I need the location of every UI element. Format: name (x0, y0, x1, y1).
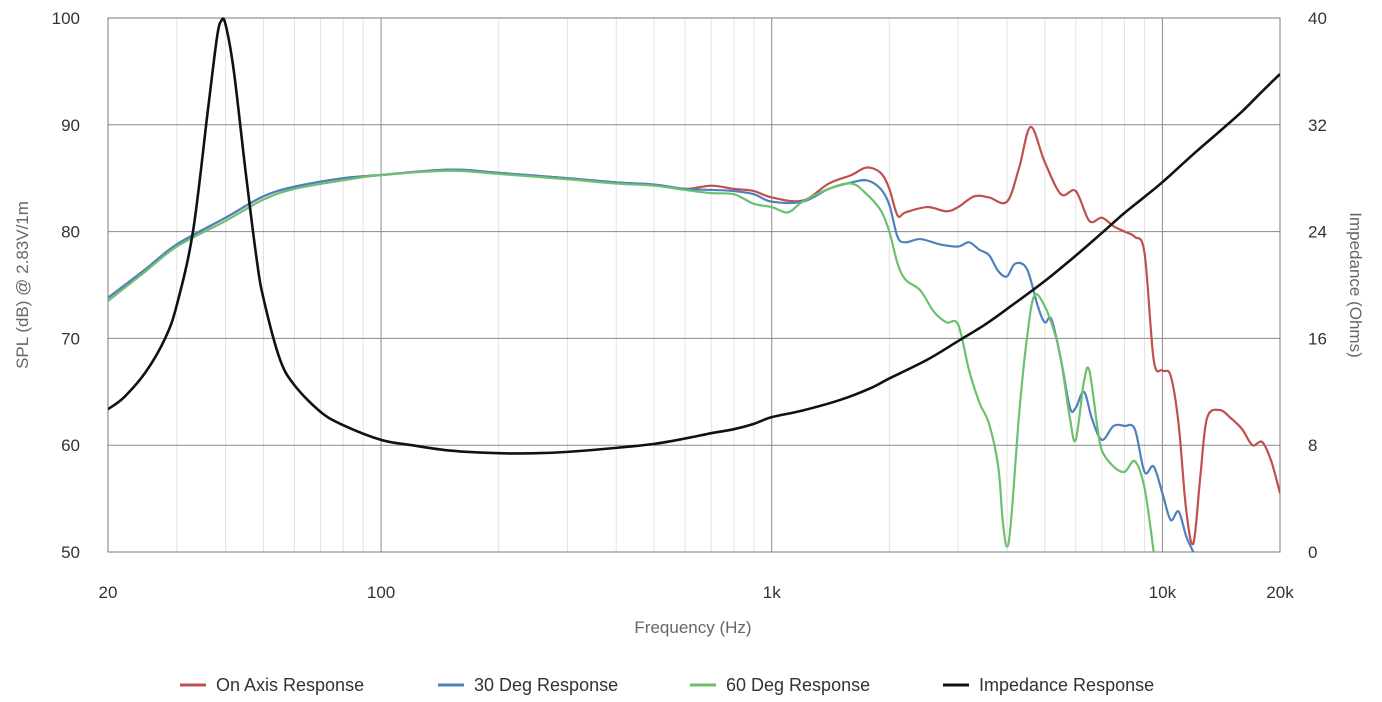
x-tick-label: 20 (99, 583, 118, 602)
y2-tick-label: 24 (1308, 223, 1327, 242)
major-gridlines (107, 17, 1281, 553)
y2-tick-label: 16 (1308, 329, 1327, 348)
legend-label-30-deg-response: 30 Deg Response (474, 675, 618, 695)
y2-axis-ticks: 0 8 16 24 32 40 (1308, 9, 1327, 562)
y-axis-ticks: 50 60 70 80 90 100 (52, 9, 80, 562)
legend: On Axis Response 30 Deg Response 60 Deg Re… (180, 675, 1154, 695)
x-tick-label: 20k (1266, 583, 1294, 602)
plot-border (107, 17, 1281, 553)
y2-tick-label: 0 (1308, 543, 1317, 562)
x-axis-title: Frequency (Hz) (634, 618, 751, 637)
y-tick-label: 90 (61, 116, 80, 135)
series-line-impedance-response (108, 17, 1280, 455)
series-line-60-deg-response (108, 169, 1155, 552)
legend-label-on-axis-response: On Axis Response (216, 675, 364, 695)
y-tick-label: 50 (61, 543, 80, 562)
legend-label-60-deg-response: 60 Deg Response (726, 675, 870, 695)
legend-label-impedance-response: Impedance Response (979, 675, 1154, 695)
y2-tick-label: 8 (1308, 436, 1317, 455)
y-tick-label: 60 (61, 436, 80, 455)
x-tick-label: 1k (763, 583, 781, 602)
y2-tick-label: 40 (1308, 9, 1327, 28)
plot-area-frame (107, 17, 1281, 553)
y-tick-label: 80 (61, 223, 80, 242)
x-tick-label: 10k (1149, 583, 1177, 602)
y-axis-title: SPL (dB) @ 2.83V/1m (13, 201, 32, 369)
y-tick-label: 70 (61, 329, 80, 348)
minor-gridlines (176, 18, 1146, 552)
x-axis-ticks: 20 100 1k 10k 20k (99, 583, 1295, 602)
y2-axis-title: Impedance (Ohms) (1346, 212, 1365, 358)
series-layer (108, 17, 1280, 552)
y2-tick-label: 32 (1308, 116, 1327, 135)
x-tick-label: 100 (367, 583, 395, 602)
series-line-30-deg-response (108, 168, 1195, 552)
y-tick-label: 100 (52, 9, 80, 28)
